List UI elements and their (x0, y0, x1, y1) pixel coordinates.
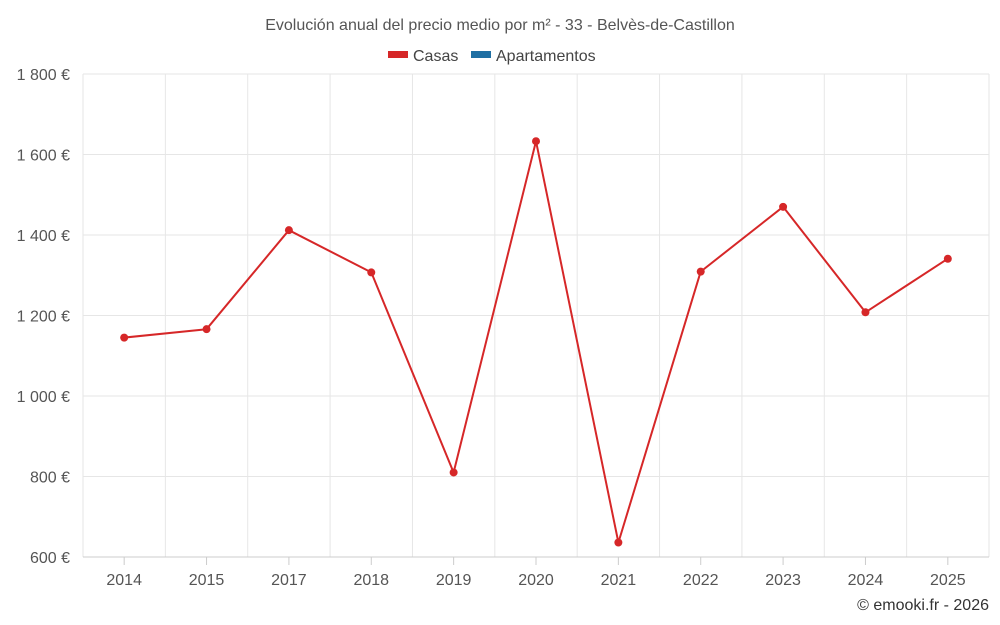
legend-swatch-casas (388, 51, 408, 58)
x-axis: 2014 2015 2017 2018 2019 2020 2021 2022 2023 2024… (83, 556, 989, 589)
x-tick-label: 2017 (271, 572, 307, 589)
legend-swatch-apartamentos (471, 51, 491, 58)
series-group (120, 137, 952, 547)
x-tick-label: 2024 (848, 572, 884, 589)
x-tick-label: 2023 (765, 572, 801, 589)
data-point-casas[interactable] (861, 308, 870, 317)
x-tick-label: 2025 (930, 572, 966, 589)
x-tick-label: 2015 (189, 572, 225, 589)
data-point-casas[interactable] (779, 202, 788, 211)
credit-text: © emooki.fr - 2026 (857, 597, 989, 614)
y-tick-label: 1 800 € (17, 67, 70, 84)
grid (82, 73, 990, 558)
data-point-casas[interactable] (943, 254, 952, 263)
data-point-casas[interactable] (367, 268, 376, 277)
x-tick-label: 2014 (106, 572, 142, 589)
y-axis: 600 € 800 € 1 000 € 1 200 € 1 400 € 1 600 € 1 … (17, 67, 70, 567)
y-tick-label: 1 600 € (17, 148, 70, 165)
data-point-casas[interactable] (696, 267, 705, 276)
data-point-casas[interactable] (120, 333, 129, 342)
x-tick-label: 2021 (601, 572, 637, 589)
data-point-casas[interactable] (532, 137, 540, 146)
x-tick-label: 2022 (683, 572, 719, 589)
x-tick-label: 2019 (436, 572, 472, 589)
y-tick-label: 1 000 € (17, 389, 70, 406)
y-tick-label: 800 € (30, 470, 70, 487)
data-point-casas[interactable] (284, 226, 293, 235)
y-tick-label: 1 400 € (17, 228, 70, 245)
legend-label-apartamentos[interactable]: Apartamentos (496, 48, 596, 65)
data-point-casas[interactable] (614, 538, 623, 547)
chart-title: Evolución anual del precio medio por m² … (265, 17, 735, 34)
x-tick-label: 2018 (353, 572, 389, 589)
y-tick-label: 1 200 € (17, 309, 70, 326)
y-tick-label: 600 € (30, 550, 70, 567)
data-point-casas[interactable] (449, 468, 458, 477)
legend-label-casas[interactable]: Casas (413, 48, 458, 65)
data-point-casas[interactable] (202, 325, 211, 334)
x-tick-label: 2020 (518, 572, 554, 589)
legend: Casas Apartamentos (388, 48, 596, 65)
